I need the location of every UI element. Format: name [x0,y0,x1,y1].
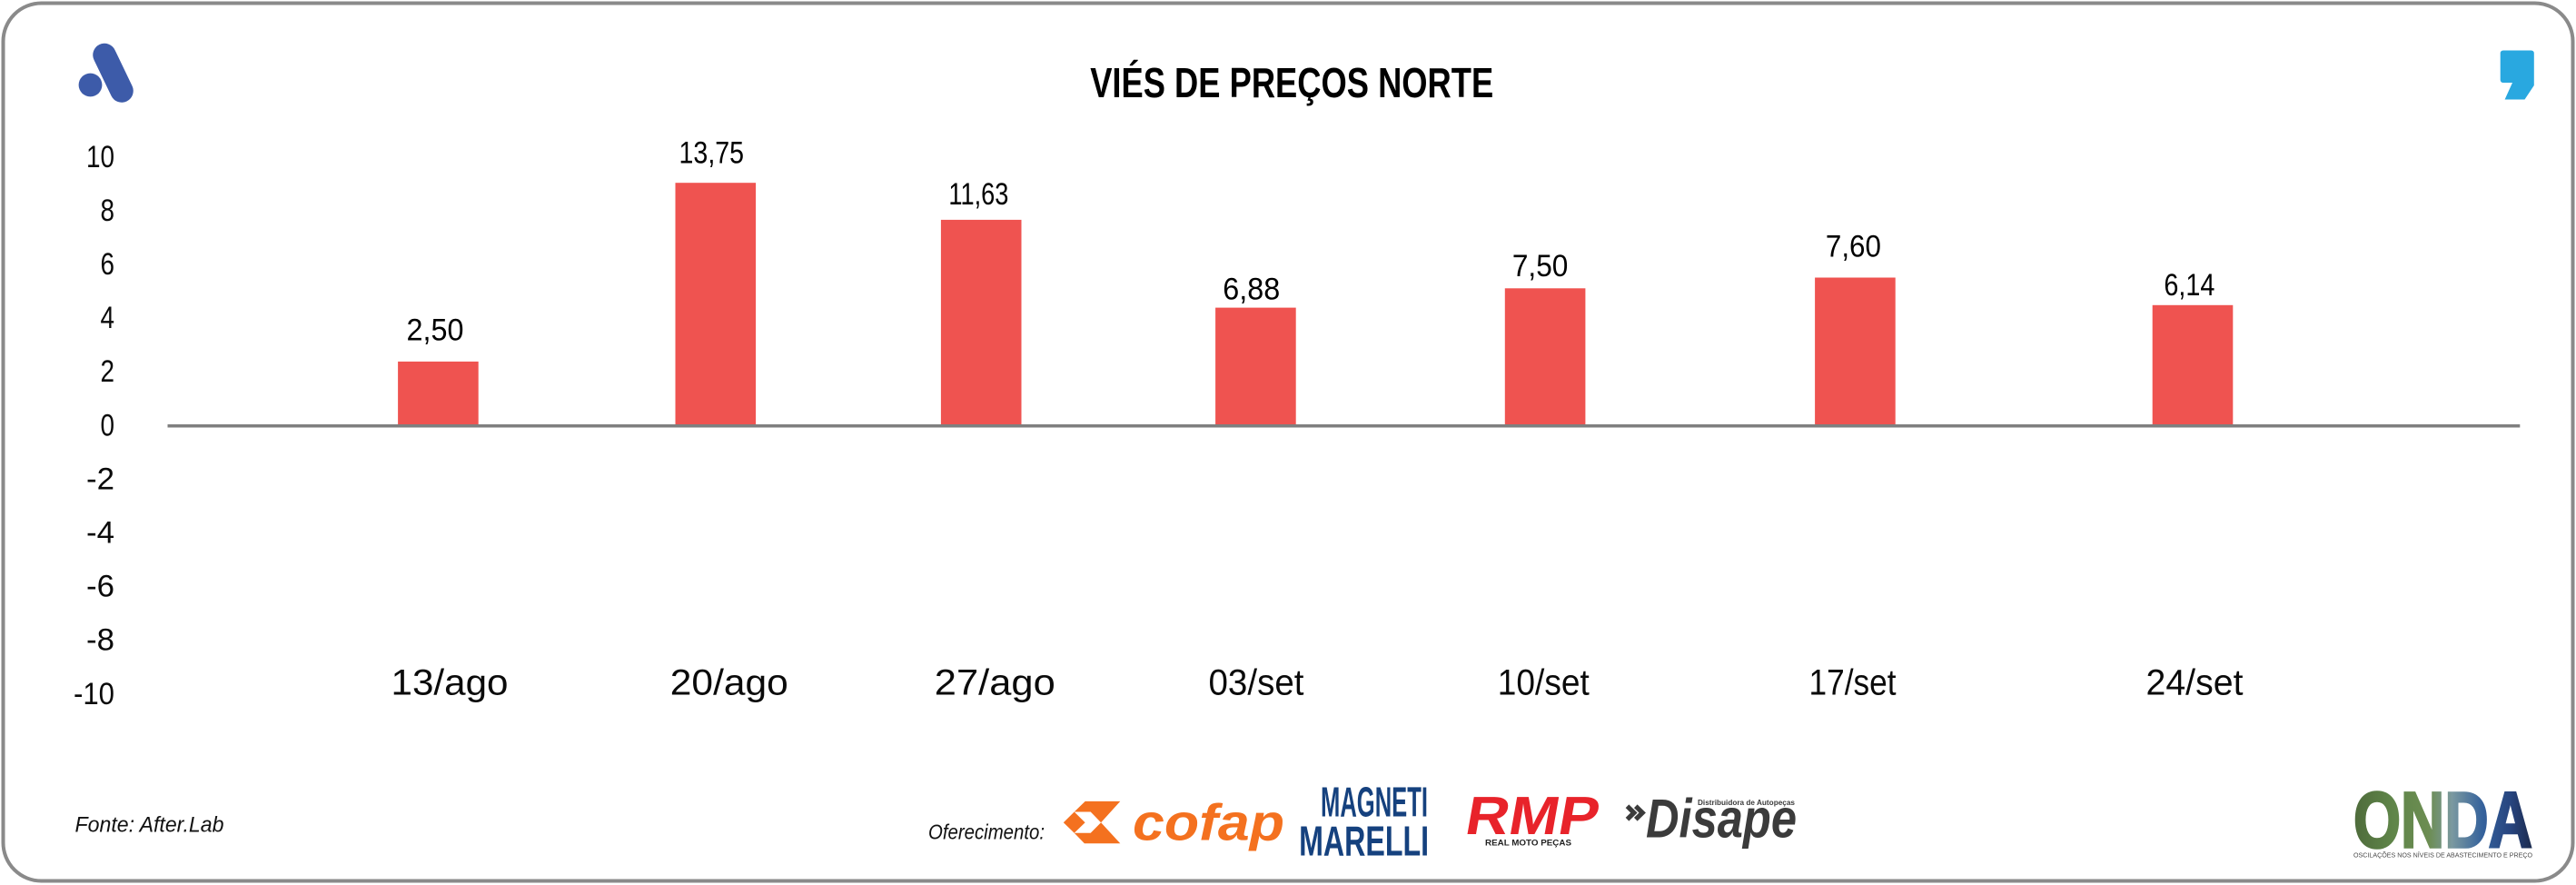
svg-text:OSCILAÇÕES NOS NÍVEIS DE ABAST: OSCILAÇÕES NOS NÍVEIS DE ABASTECIMENTO E… [2353,851,2533,860]
svg-text:cofap: cofap [1133,794,1284,852]
svg-text:MAGNETI: MAGNETI [1321,779,1428,826]
svg-text:03/set: 03/set [1209,663,1304,703]
svg-text:11,63: 11,63 [948,177,1008,212]
svg-text:6,88: 6,88 [1223,272,1280,306]
svg-text:8: 8 [101,194,115,228]
svg-text:-10: -10 [74,677,114,711]
svg-text:7,50: 7,50 [1512,249,1569,283]
svg-text:Distribuidora de Autopeças: Distribuidora de Autopeças [1698,798,1795,807]
svg-text:Fonte: After.Lab: Fonte: After.Lab [75,813,224,838]
svg-text:2,50: 2,50 [407,313,464,348]
svg-text:13/ago: 13/ago [391,663,509,703]
svg-text:7,60: 7,60 [1826,230,1881,264]
svg-text:-6: -6 [86,570,114,604]
svg-text:Oferecimento:: Oferecimento: [928,820,1045,844]
svg-text:ONDA: ONDA [2353,776,2532,864]
svg-text:VIÉS DE PREÇOS NORTE: VIÉS DE PREÇOS NORTE [1090,59,1493,106]
svg-text:-2: -2 [86,462,114,496]
svg-text:10: 10 [86,140,114,174]
svg-text:-8: -8 [86,623,114,658]
svg-text:10/set: 10/set [1498,663,1590,703]
svg-text:4: 4 [101,301,115,335]
svg-text:6: 6 [101,247,115,282]
svg-text:13,75: 13,75 [679,136,745,171]
svg-text:20/ago: 20/ago [670,663,788,703]
svg-text:-4: -4 [86,515,114,550]
svg-text:Disape: Disape [1646,789,1797,850]
svg-text:2: 2 [101,354,115,389]
svg-text:REAL MOTO PEÇAS: REAL MOTO PEÇAS [1485,839,1571,848]
svg-text:17/set: 17/set [1809,663,1897,703]
svg-text:MARELLI: MARELLI [1299,818,1429,865]
svg-text:0: 0 [101,408,115,442]
svg-text:27/ago: 27/ago [935,663,1055,703]
svg-text:24/set: 24/set [2146,663,2244,703]
svg-text:6,14: 6,14 [2164,268,2214,303]
svg-text:RMP: RMP [1461,785,1605,845]
